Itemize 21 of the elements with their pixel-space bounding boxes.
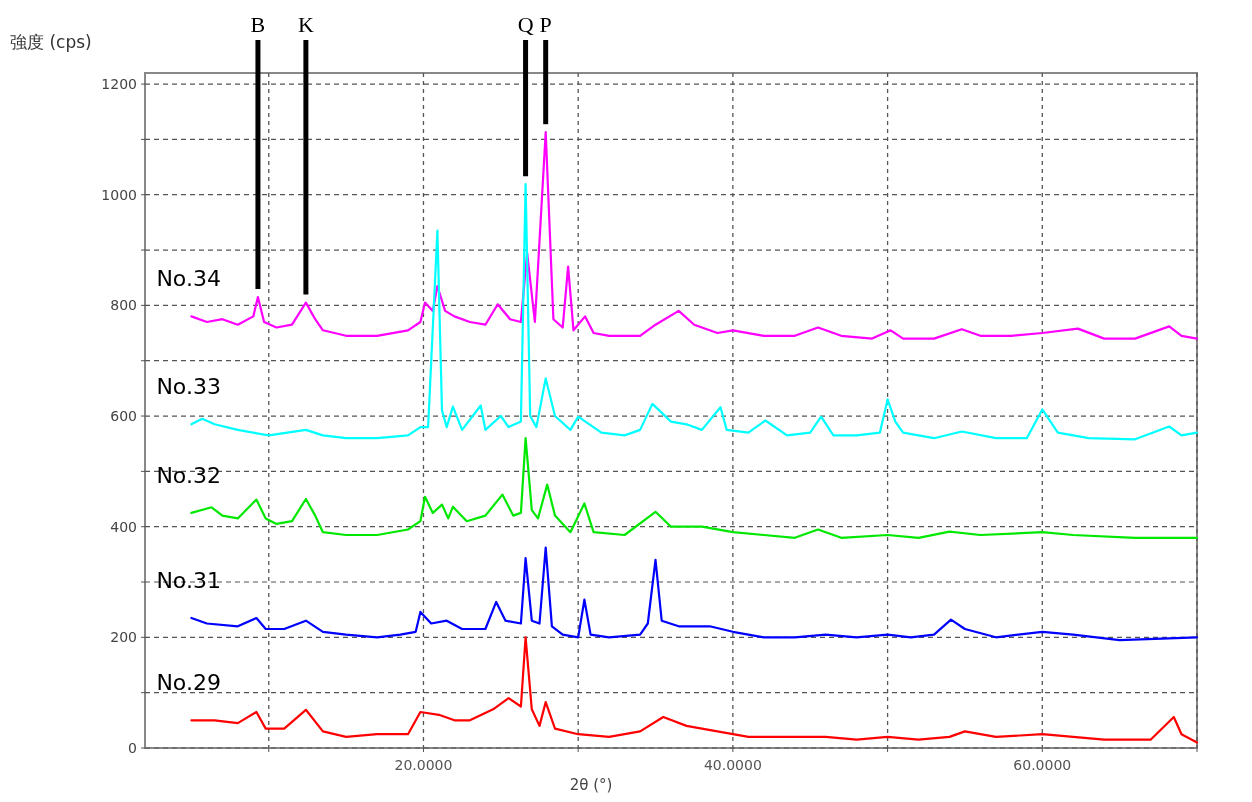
- series-label: No.34: [156, 266, 221, 292]
- x-tick-label: 60.0000: [1013, 757, 1072, 773]
- y-axis-title: 強度 (cps): [10, 32, 92, 52]
- annotation: Q: [517, 12, 534, 37]
- series-label: No.32: [156, 462, 221, 488]
- y-tick-label: 600: [110, 408, 137, 425]
- series-label: No.31: [156, 567, 221, 593]
- series-label: No.29: [156, 670, 221, 696]
- y-tick-label: 0: [128, 740, 137, 756]
- x-axis-title: 2θ (°): [569, 776, 613, 794]
- y-tick-label: 1200: [101, 76, 137, 93]
- x-tick-label: 40.0000: [703, 757, 762, 773]
- annotation: K: [297, 12, 314, 37]
- annotation: B: [250, 12, 266, 37]
- y-tick-label: 800: [110, 297, 137, 314]
- x-tick-label: 20.0000: [394, 757, 453, 773]
- y-tick-label: 1000: [101, 186, 137, 203]
- y-tick-label: 400: [110, 518, 137, 535]
- series-label: No.33: [156, 374, 221, 400]
- annotation: P: [539, 12, 552, 37]
- y-tick-label: 200: [110, 629, 137, 646]
